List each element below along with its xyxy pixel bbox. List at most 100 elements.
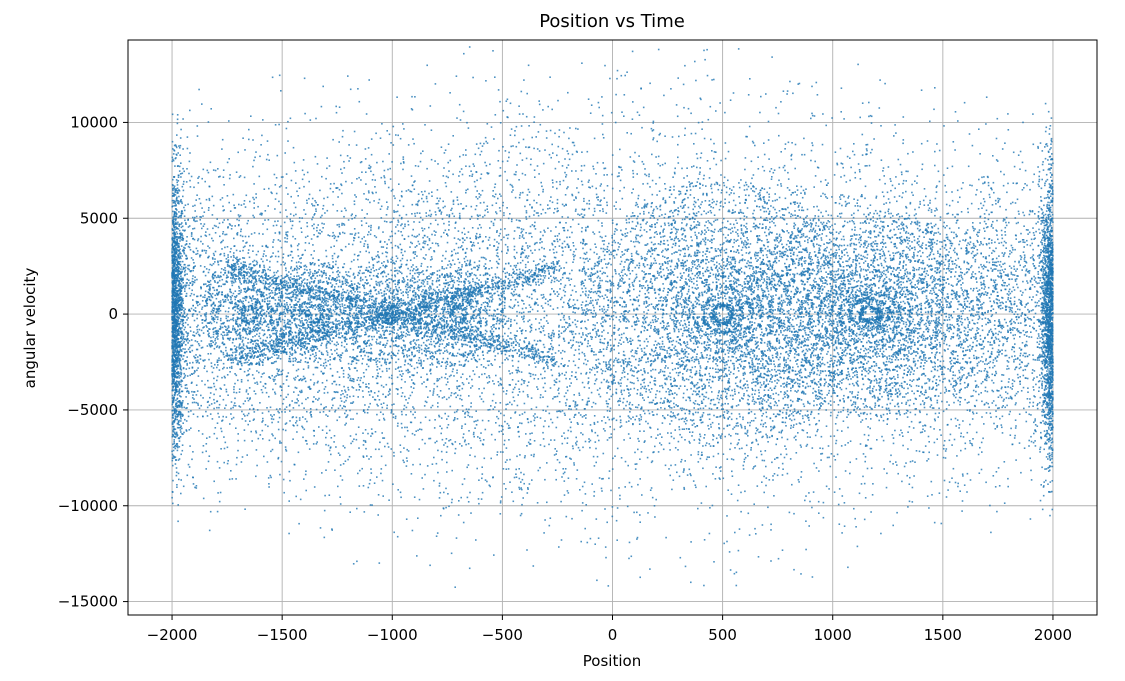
scatter-point bbox=[419, 279, 421, 281]
scatter-point bbox=[262, 301, 264, 303]
scatter-point bbox=[984, 213, 986, 215]
scatter-point bbox=[682, 268, 684, 270]
scatter-point bbox=[255, 476, 257, 478]
scatter-point bbox=[696, 238, 698, 240]
scatter-point bbox=[975, 314, 977, 316]
scatter-point bbox=[684, 327, 686, 329]
scatter-point bbox=[233, 252, 235, 254]
scatter-point bbox=[242, 340, 244, 342]
scatter-point bbox=[870, 260, 872, 262]
scatter-point bbox=[287, 235, 289, 237]
scatter-point bbox=[365, 148, 367, 150]
scatter-point bbox=[747, 260, 749, 262]
scatter-point bbox=[979, 289, 981, 291]
scatter-point bbox=[496, 346, 498, 348]
scatter-point bbox=[463, 285, 465, 287]
scatter-point bbox=[295, 323, 297, 325]
scatter-point bbox=[913, 475, 915, 477]
scatter-point bbox=[330, 454, 332, 456]
scatter-point bbox=[808, 525, 810, 527]
scatter-point bbox=[193, 294, 195, 296]
scatter-point bbox=[1029, 458, 1031, 460]
scatter-point bbox=[1033, 433, 1035, 435]
scatter-point bbox=[534, 420, 536, 422]
scatter-point bbox=[1016, 366, 1018, 368]
scatter-point bbox=[955, 271, 957, 273]
scatter-point bbox=[437, 532, 439, 534]
scatter-point bbox=[872, 337, 874, 339]
scatter-point bbox=[709, 408, 711, 410]
scatter-point bbox=[794, 263, 796, 265]
scatter-point bbox=[535, 136, 537, 138]
scatter-point bbox=[487, 211, 489, 213]
scatter-point bbox=[902, 192, 904, 194]
scatter-point bbox=[934, 442, 936, 444]
scatter-point bbox=[275, 361, 277, 363]
scatter-point bbox=[599, 231, 601, 233]
scatter-point bbox=[597, 271, 599, 273]
scatter-point bbox=[452, 135, 454, 137]
scatter-point bbox=[806, 383, 808, 385]
scatter-point bbox=[864, 358, 866, 360]
scatter-point bbox=[840, 411, 842, 413]
scatter-point bbox=[928, 458, 930, 460]
scatter-point bbox=[791, 142, 793, 144]
scatter-point bbox=[683, 186, 685, 188]
scatter-point bbox=[567, 230, 569, 232]
scatter-point bbox=[729, 374, 731, 376]
scatter-point bbox=[559, 401, 561, 403]
scatter-point bbox=[738, 439, 740, 441]
scatter-point bbox=[818, 501, 820, 503]
scatter-point bbox=[821, 363, 823, 365]
scatter-point bbox=[959, 397, 961, 399]
scatter-point bbox=[528, 189, 530, 191]
scatter-point bbox=[287, 238, 289, 240]
scatter-point bbox=[710, 139, 712, 141]
scatter-point bbox=[825, 125, 827, 127]
scatter-point bbox=[830, 257, 832, 259]
scatter-point bbox=[370, 229, 372, 231]
scatter-point bbox=[341, 224, 343, 226]
scatter-point bbox=[899, 434, 901, 436]
scatter-point bbox=[755, 252, 757, 254]
scatter-point bbox=[522, 159, 524, 161]
scatter-point bbox=[537, 298, 539, 300]
scatter-point bbox=[370, 171, 372, 173]
scatter-point bbox=[654, 243, 656, 245]
scatter-point bbox=[533, 454, 535, 456]
scatter-point bbox=[452, 174, 454, 176]
scatter-point bbox=[447, 235, 449, 237]
scatter-point bbox=[889, 255, 891, 257]
scatter-point bbox=[591, 406, 593, 408]
scatter-point bbox=[624, 486, 626, 488]
scatter-point bbox=[351, 182, 353, 184]
scatter-point bbox=[1021, 257, 1023, 259]
scatter-point bbox=[620, 343, 622, 345]
scatter-point bbox=[334, 411, 336, 413]
scatter-point bbox=[472, 370, 474, 372]
scatter-point bbox=[915, 414, 917, 416]
scatter-point bbox=[401, 387, 403, 389]
scatter-point bbox=[552, 202, 554, 204]
scatter-point bbox=[601, 335, 603, 337]
scatter-point bbox=[614, 325, 616, 327]
scatter-point bbox=[931, 209, 933, 211]
scatter-point bbox=[242, 257, 244, 259]
scatter-point bbox=[345, 181, 347, 183]
scatter-point bbox=[880, 415, 882, 417]
scatter-point bbox=[605, 546, 607, 548]
scatter-point bbox=[289, 480, 291, 482]
scatter-point bbox=[934, 284, 936, 286]
scatter-point bbox=[459, 171, 461, 173]
scatter-point bbox=[300, 227, 302, 229]
scatter-point bbox=[617, 448, 619, 450]
scatter-point bbox=[363, 444, 365, 446]
scatter-point bbox=[397, 536, 399, 538]
scatter-point bbox=[566, 237, 568, 239]
scatter-point bbox=[221, 268, 223, 270]
scatter-point bbox=[594, 423, 596, 425]
scatter-point bbox=[533, 456, 535, 458]
scatter-point bbox=[410, 343, 412, 345]
scatter-point bbox=[659, 433, 661, 435]
scatter-point bbox=[678, 419, 680, 421]
